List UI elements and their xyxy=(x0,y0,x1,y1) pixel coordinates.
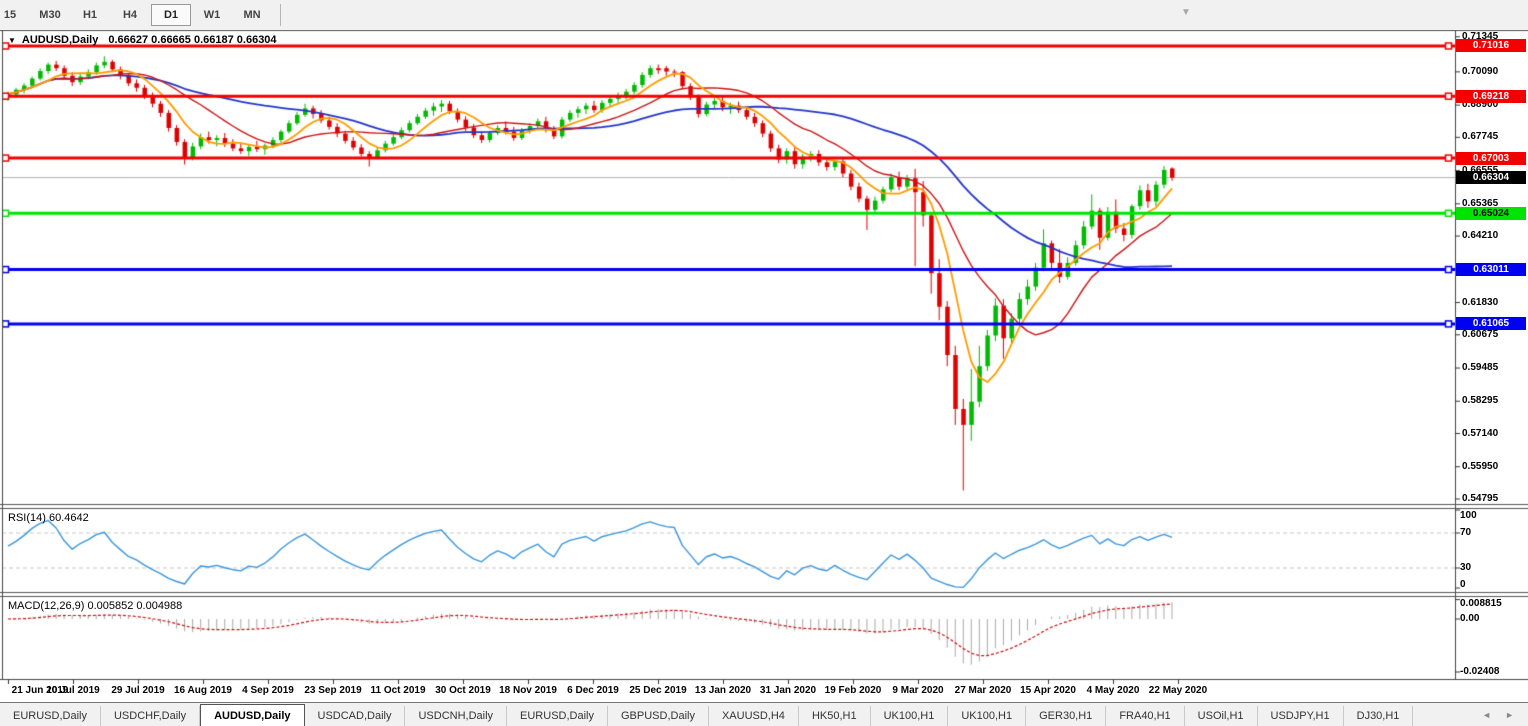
scroll-to-end-marker-icon[interactable]: ▼ xyxy=(1181,7,1191,18)
chart-tab-usdjpy-h1[interactable]: USDJPY,H1 xyxy=(1258,706,1344,726)
chart-tab-gbpusd-daily[interactable]: GBPUSD,Daily xyxy=(608,706,709,726)
period-button-h1[interactable]: H1 xyxy=(82,9,98,21)
period-button-h4[interactable]: H4 xyxy=(122,9,138,21)
toolbar-separator xyxy=(280,4,281,26)
period-button-mn[interactable]: MN xyxy=(243,9,261,21)
timeframe-toolbar: 15 M30 H1 H4 D1 W1 MN ▼ xyxy=(0,0,1528,30)
chart-tab-uk100-h1[interactable]: UK100,H1 xyxy=(948,706,1027,726)
chart-tab-ger30-h1[interactable]: GER30,H1 xyxy=(1026,706,1107,726)
chart-tab-audusd-daily[interactable]: AUDUSD,Daily xyxy=(200,704,305,726)
chart-tab-usdchf-daily[interactable]: USDCHF,Daily xyxy=(101,706,201,726)
chart-tab-fra40-h1[interactable]: FRA40,H1 xyxy=(1106,706,1185,726)
chart-tabs: EURUSD,Daily USDCHF,Daily AUDUSD,Daily USDC… xyxy=(0,704,1414,726)
chart-tab-xauusd-h4[interactable]: XAUUSD,H4 xyxy=(709,706,799,726)
chart-tab-dj30-h1[interactable]: DJ30,H1 xyxy=(1344,706,1414,726)
period-button-w1[interactable]: W1 xyxy=(203,9,221,21)
chart-tab-hk50-h1[interactable]: HK50,H1 xyxy=(799,706,871,726)
chart-tab-usdcad-daily[interactable]: USDCAD,Daily xyxy=(305,706,406,726)
tab-scroll-controls: ◄ ► xyxy=(1468,703,1528,726)
tab-scroll-left-icon[interactable]: ◄ xyxy=(1482,709,1492,720)
tab-scroll-right-icon[interactable]: ► xyxy=(1505,709,1514,720)
chevron-down-icon[interactable]: ▼ xyxy=(8,36,16,45)
chart-tab-uk100-h1[interactable]: UK100,H1 xyxy=(871,706,949,726)
period-button-15[interactable]: 15 xyxy=(3,9,17,21)
chart-tab-eurusd-daily[interactable]: EURUSD,Daily xyxy=(0,706,101,726)
chart-tab-bar: EURUSD,Daily USDCHF,Daily AUDUSD,Daily USDC… xyxy=(0,702,1528,726)
period-button-m30[interactable]: M30 xyxy=(39,9,61,21)
chart-tab-eurusd-daily[interactable]: EURUSD,Daily xyxy=(507,706,608,726)
chart-tab-usdcnh-daily[interactable]: USDCNH,Daily xyxy=(405,706,508,726)
timeframe-buttons: 15 M30 H1 H4 D1 W1 MN xyxy=(0,0,272,30)
chart-tab-usoil-h1[interactable]: USOil,H1 xyxy=(1185,706,1258,726)
period-button-d1[interactable]: D1 xyxy=(151,4,191,26)
